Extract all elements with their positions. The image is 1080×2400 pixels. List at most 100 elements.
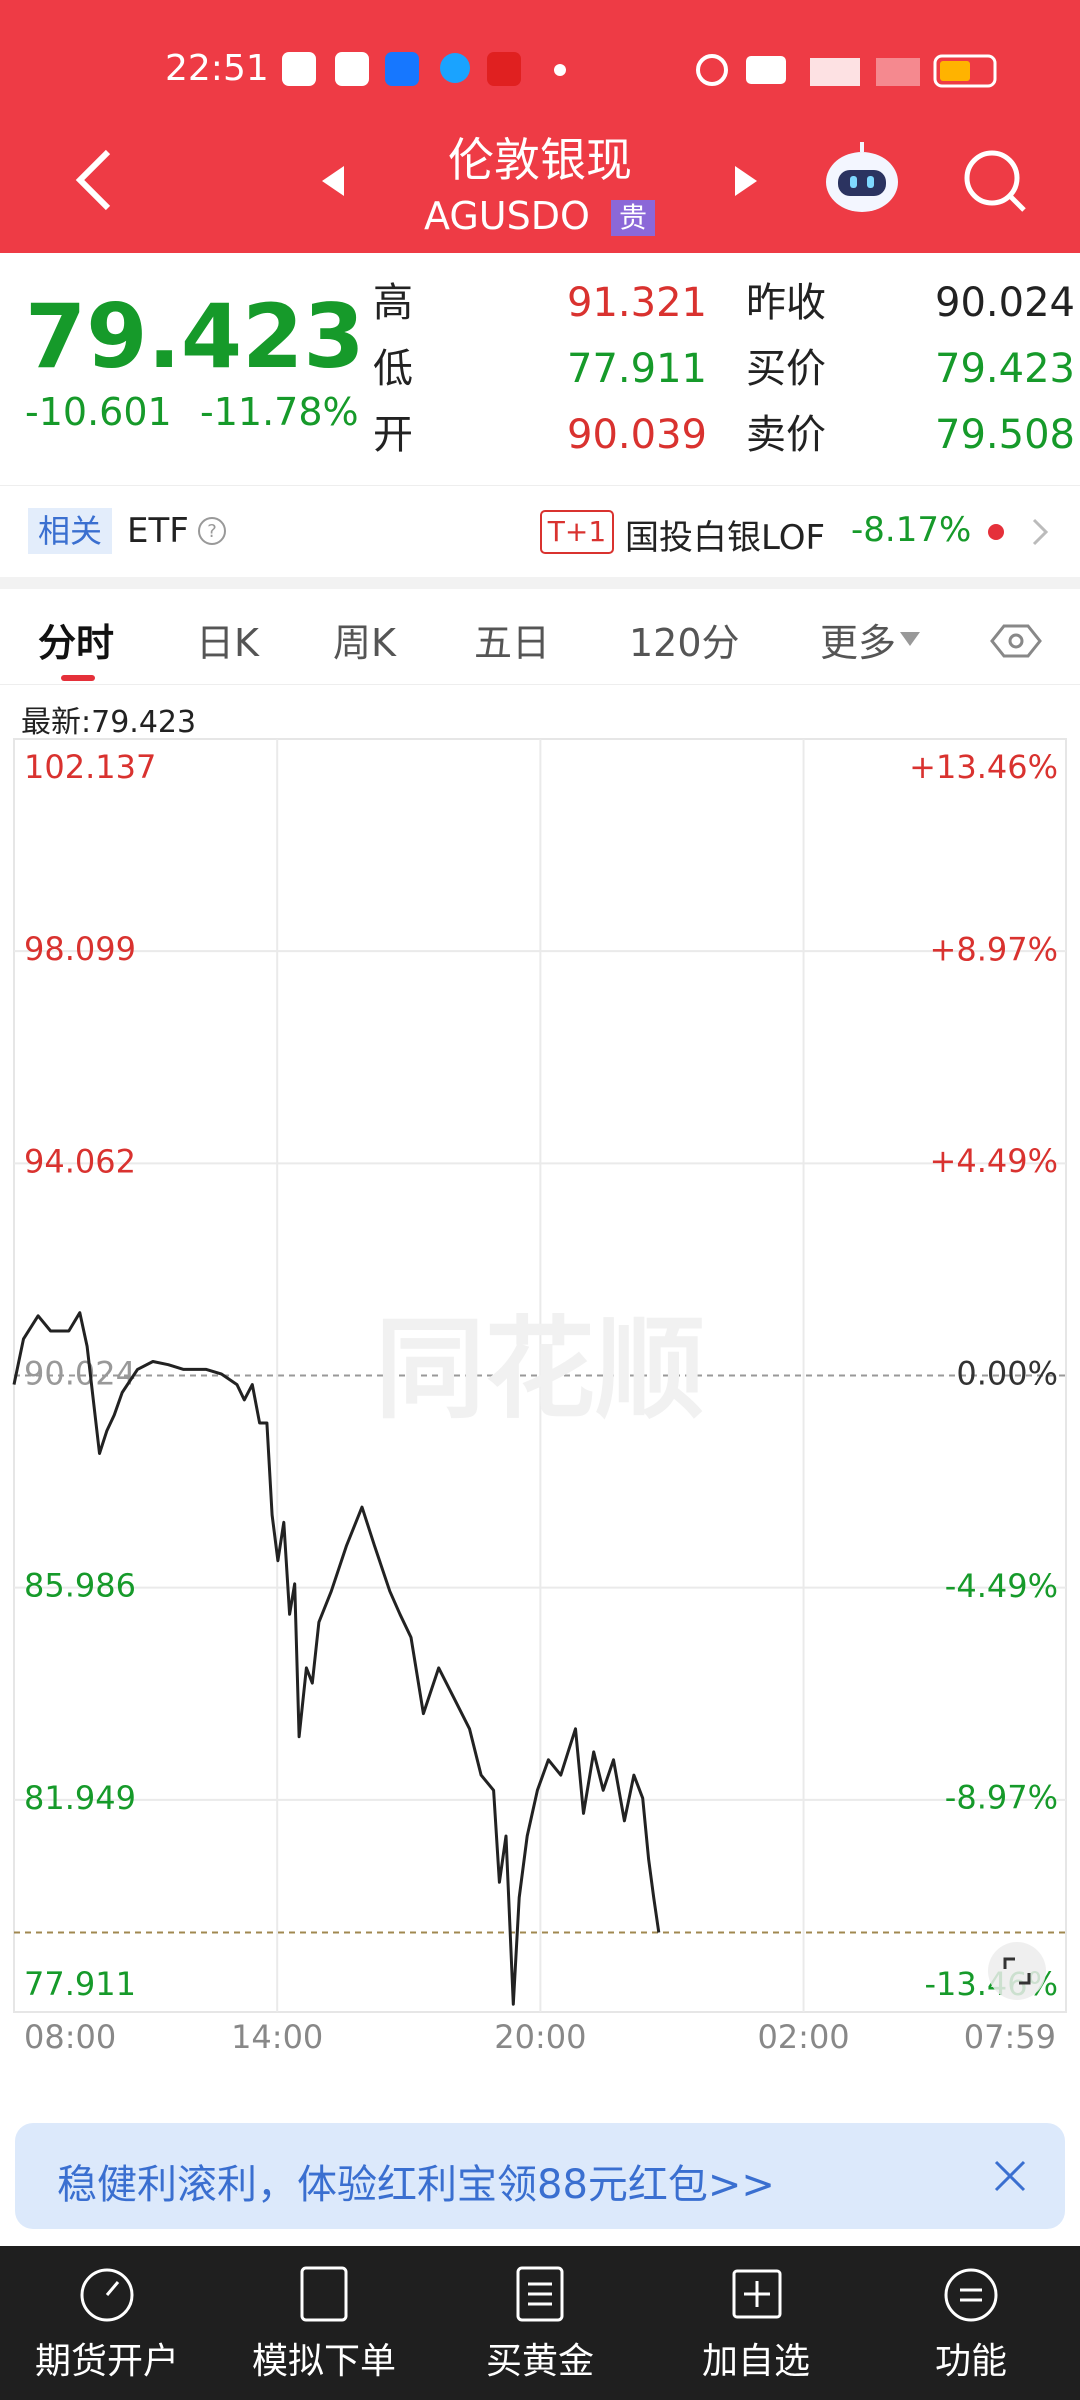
- x-tick-label: 08:00: [24, 2018, 116, 2056]
- signal-icon: [876, 58, 920, 86]
- header-code: AGUSDO: [424, 194, 590, 238]
- field-value: 77.911: [567, 346, 707, 392]
- field-label: 卖价: [746, 412, 826, 458]
- nav-icon: [944, 2268, 998, 2322]
- latest-label: 最新:79.423: [21, 697, 196, 741]
- tab-icons: [900, 624, 1042, 658]
- y2-tick-label: +13.46%: [909, 748, 1058, 786]
- top-bar: 22:51 伦敦银现 AGUSDO 贵: [0, 0, 1080, 253]
- y-tick-label: 98.099: [24, 930, 136, 968]
- nav-icons: [80, 2266, 998, 2322]
- battery-icon: [933, 54, 997, 88]
- y2-tick-label: +4.49%: [930, 1142, 1058, 1180]
- x-tick-label: 02:00: [757, 2018, 849, 2056]
- etf-badge: T+1: [540, 510, 614, 554]
- x-tick-label: 20:00: [494, 2018, 586, 2056]
- nav-label[interactable]: 功能: [934, 2341, 1007, 2382]
- etf-change: -8.17%: [851, 510, 972, 550]
- more-arrow[interactable]: [900, 632, 920, 646]
- settings-button[interactable]: [990, 624, 1042, 658]
- nav-label[interactable]: 加自选: [701, 2341, 810, 2382]
- y2-tick-label: +8.97%: [930, 930, 1058, 968]
- nav-icon: [300, 2266, 348, 2322]
- y-tick-label: 102.137: [24, 748, 156, 786]
- y-tick-label: 85.986: [24, 1567, 136, 1605]
- prev-button[interactable]: [322, 166, 344, 196]
- tab[interactable]: 120分: [629, 621, 740, 665]
- divider: [0, 485, 1080, 486]
- header-icons: [75, 52, 1026, 212]
- price: 79.423: [25, 285, 365, 388]
- banner[interactable]: [15, 2123, 1065, 2229]
- field-label: 买价: [746, 346, 826, 392]
- latest-label-text: 最新:: [21, 705, 92, 740]
- expand-button[interactable]: [987, 1941, 1047, 2001]
- price-change-pct: -11.78%: [200, 390, 359, 434]
- header-title: 伦敦银现: [448, 133, 632, 187]
- watermark: 同花顺: [375, 1305, 705, 1433]
- banner-text[interactable]: 稳健利滚利，体验红利宝领88元红包>>: [57, 2162, 775, 2208]
- alarm-icon: [696, 54, 728, 86]
- latest-value: 79.423: [91, 705, 197, 740]
- etf-name[interactable]: 国投白银LOF: [625, 518, 826, 558]
- tab[interactable]: 日K: [196, 621, 259, 665]
- gap: [0, 577, 1080, 589]
- battery-level: [940, 61, 970, 81]
- y2-tick-label: 0.00%: [956, 1355, 1058, 1393]
- back-button[interactable]: [75, 149, 111, 211]
- field-value: 79.423: [935, 346, 1075, 392]
- help-icon[interactable]: ?: [196, 515, 228, 547]
- tab[interactable]: 周K: [333, 621, 396, 665]
- tab-indicator: [61, 675, 95, 681]
- nav-icon: [80, 2268, 134, 2322]
- price-change: -10.601: [25, 390, 172, 434]
- chart: 同花顺 102.137 98.099 94.062 90.024 85.986 81.94…: [12, 738, 1067, 2056]
- app-icon: [487, 52, 521, 86]
- app-icon: [335, 52, 369, 86]
- app-icon: [440, 53, 470, 83]
- app-icon: [385, 52, 419, 86]
- field-label: 开: [373, 412, 413, 458]
- banner-close[interactable]: [992, 2158, 1028, 2194]
- field-value: 90.039: [567, 412, 707, 458]
- field-label: 高: [373, 280, 413, 326]
- y2-tick-label: -4.49%: [945, 1567, 1058, 1605]
- tab[interactable]: 五日: [474, 621, 551, 665]
- x-tick-label: 14:00: [231, 2018, 323, 2056]
- hd-icon: [746, 56, 786, 84]
- nav-icon: [732, 2269, 782, 2319]
- tab[interactable]: 更多: [820, 621, 897, 665]
- y-tick-label: 77.911: [24, 1965, 136, 2003]
- field-value: 90.024: [935, 280, 1075, 326]
- nav-icon: [516, 2266, 564, 2322]
- price-line: [12, 1311, 661, 2006]
- field-label: 低: [373, 346, 413, 392]
- field-value: 91.321: [567, 280, 707, 326]
- header-badge: 贵: [611, 200, 655, 236]
- field-label: 昨收: [746, 280, 826, 326]
- status-dot: [554, 64, 566, 76]
- tab[interactable]: 分时: [38, 621, 115, 665]
- y-tick-label: 90.024: [24, 1355, 136, 1393]
- search-button[interactable]: [964, 150, 1026, 212]
- signal-icon: [810, 58, 860, 86]
- divider: [0, 684, 1080, 685]
- nav-label[interactable]: 买黄金: [485, 2341, 594, 2382]
- svg-text:?: ?: [207, 521, 217, 542]
- app-icon: [282, 52, 316, 86]
- robot-button[interactable]: [826, 142, 898, 212]
- y-tick-label: 81.949: [24, 1779, 136, 1817]
- nav-label[interactable]: 模拟下单: [251, 2341, 396, 2382]
- bottom-nav: [0, 2246, 1080, 2400]
- next-button[interactable]: [735, 166, 757, 196]
- etf-more[interactable]: [980, 510, 1060, 554]
- x-tick-label: 07:59: [964, 2018, 1056, 2056]
- status-time: 22:51: [165, 48, 269, 89]
- etf-label[interactable]: ETF: [127, 511, 189, 551]
- y2-tick-label: -8.97%: [945, 1779, 1058, 1817]
- field-value: 79.508: [935, 412, 1075, 458]
- nav-label[interactable]: 期货开户: [34, 2341, 179, 2382]
- etf-tag: 相关: [28, 508, 112, 554]
- y-tick-label: 94.062: [24, 1142, 136, 1180]
